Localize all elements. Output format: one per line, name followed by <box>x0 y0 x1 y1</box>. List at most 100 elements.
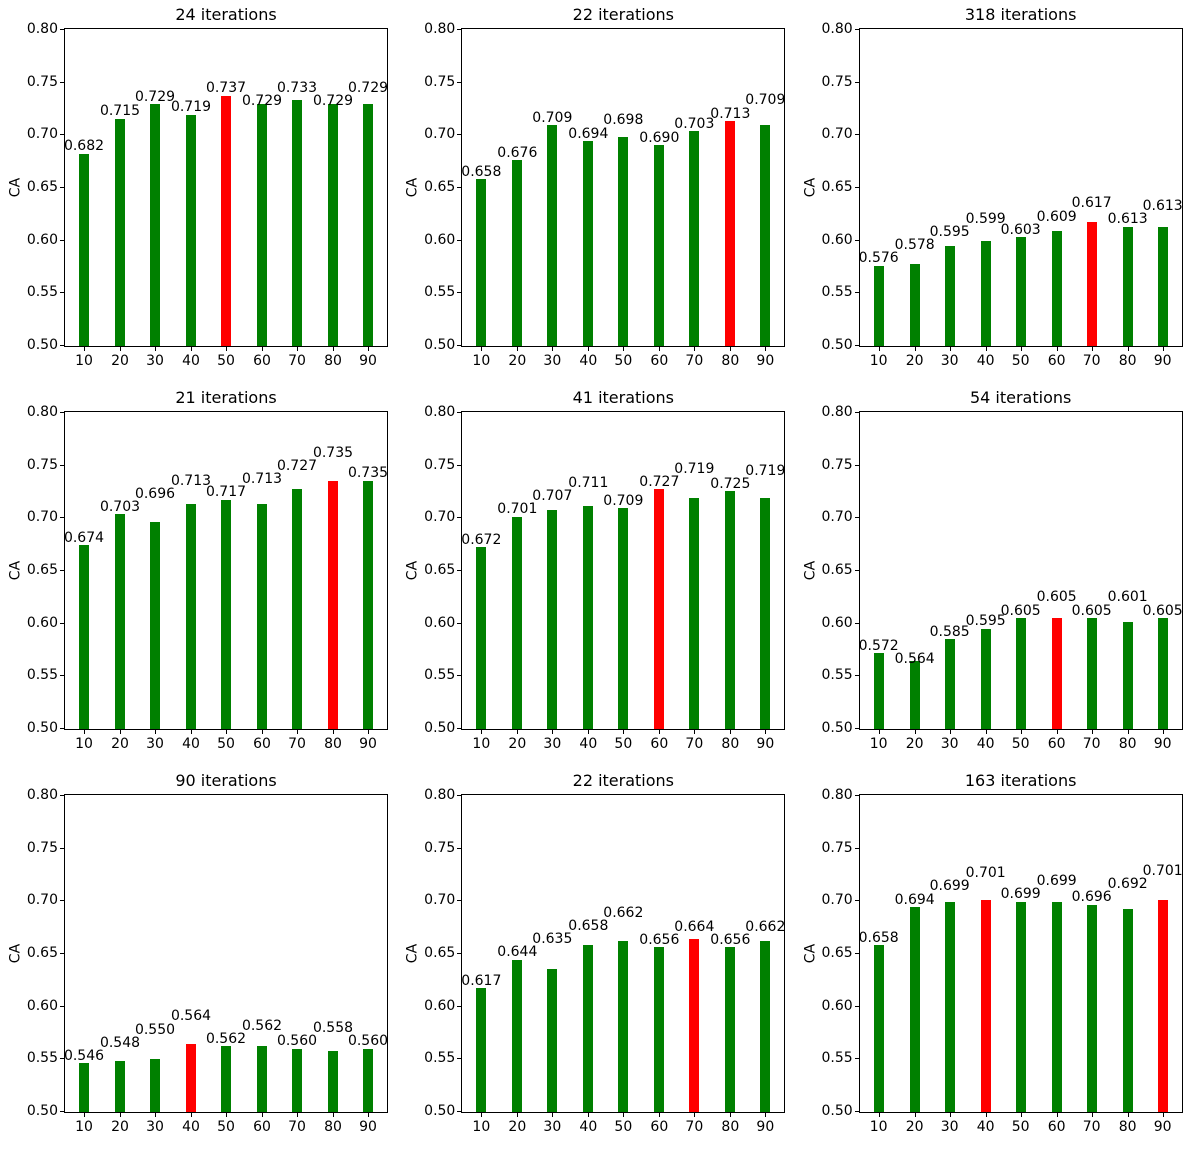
x-tick-label: 10 <box>75 736 93 752</box>
y-tick-mark <box>60 728 64 729</box>
x-tick-label: 50 <box>1011 736 1030 752</box>
bar-value-label: 0.709 <box>745 92 786 108</box>
y-tick-mark <box>457 292 462 293</box>
x-tick-mark <box>1127 347 1129 351</box>
x-tick-mark <box>1127 730 1129 734</box>
bar <box>980 629 991 729</box>
x-tick-mark <box>155 730 156 734</box>
x-tick-mark <box>878 730 880 734</box>
bar <box>328 1051 338 1112</box>
y-tick-mark <box>60 1058 64 1059</box>
x-tick-label: 30 <box>543 1119 562 1135</box>
chart-title: 90 iterations <box>175 771 277 790</box>
bar-value-label: 0.672 <box>461 532 502 548</box>
x-tick-label: 40 <box>976 1119 995 1135</box>
y-tick-label: 0.60 <box>26 998 58 1014</box>
bar-value-label: 0.564 <box>894 651 935 667</box>
x-tick-mark <box>552 730 554 734</box>
x-tick-mark <box>623 347 625 351</box>
bar-value-label: 0.699 <box>1036 873 1077 889</box>
y-tick-label: 0.50 <box>821 720 853 736</box>
y-tick-mark <box>854 412 859 413</box>
bar <box>1157 227 1168 346</box>
x-tick-mark <box>1091 730 1093 734</box>
y-tick-label: 0.50 <box>26 1103 58 1119</box>
x-tick-mark <box>1020 347 1022 351</box>
y-tick-mark <box>854 240 859 241</box>
x-tick-label: 90 <box>359 353 377 369</box>
bar <box>1086 905 1097 1112</box>
y-tick-label: 0.75 <box>424 840 456 856</box>
x-tick-mark <box>730 730 732 734</box>
x-tick-mark <box>1127 1113 1129 1117</box>
x-tick-mark <box>1091 1113 1093 1117</box>
bar <box>618 508 629 729</box>
x-tick-mark <box>1162 347 1164 351</box>
y-tick-mark <box>60 187 64 188</box>
y-tick-label: 0.55 <box>424 1050 456 1066</box>
chart-cell: 24 iterations CA 0.682 0.715 0.729 0.719 0.7… <box>0 0 397 383</box>
bar <box>476 988 487 1112</box>
bar <box>512 160 523 346</box>
bar-value-label: 0.617 <box>1071 195 1112 211</box>
y-tick-mark <box>60 134 64 135</box>
bar-value-label: 0.546 <box>63 1048 105 1064</box>
bar <box>1122 909 1133 1112</box>
x-tick-label: 70 <box>685 1119 704 1135</box>
y-tick-mark <box>854 517 859 518</box>
bar-value-label: 0.694 <box>894 892 935 908</box>
x-tick-mark <box>878 1113 880 1117</box>
x-tick-label: 30 <box>940 736 959 752</box>
x-tick-mark <box>84 730 85 734</box>
bar <box>257 104 267 346</box>
bar <box>328 104 338 346</box>
y-tick-label: 0.65 <box>424 945 456 961</box>
x-tick-mark <box>914 1113 916 1117</box>
y-tick-mark <box>854 570 859 571</box>
x-tick-label: 90 <box>756 736 775 752</box>
x-tick-label: 90 <box>1153 1119 1172 1135</box>
y-tick-label: 0.75 <box>821 840 853 856</box>
y-tick-mark <box>854 134 859 135</box>
x-tick-mark <box>1162 730 1164 734</box>
bar-value-label: 0.696 <box>1071 889 1112 905</box>
y-tick-mark <box>457 465 462 466</box>
x-tick-label: 90 <box>359 1119 377 1135</box>
bar-value-label: 0.605 <box>1036 589 1077 605</box>
x-tick-label: 90 <box>1153 353 1172 369</box>
x-tick-mark <box>262 347 263 351</box>
chart-title: 22 iterations <box>572 771 675 790</box>
x-tick-label: 60 <box>1047 353 1066 369</box>
x-tick-label: 30 <box>146 353 164 369</box>
x-tick-mark <box>1020 1113 1022 1117</box>
x-tick-mark <box>985 1113 987 1117</box>
x-tick-mark <box>191 1113 192 1117</box>
bar-value-label: 0.576 <box>858 250 899 266</box>
y-tick-mark <box>854 345 859 346</box>
y-tick-mark <box>854 900 859 901</box>
y-tick-label: 0.80 <box>424 787 456 803</box>
y-tick-mark <box>854 187 859 188</box>
bar-value-label: 0.698 <box>603 112 644 128</box>
bar-value-label: 0.674 <box>63 530 105 546</box>
y-tick-label: 0.50 <box>26 720 58 736</box>
y-tick-label: 0.50 <box>424 337 456 353</box>
y-tick-label: 0.60 <box>26 615 58 631</box>
x-tick-label: 30 <box>940 1119 959 1135</box>
x-tick-label: 20 <box>111 1119 129 1135</box>
y-tick-label: 0.75 <box>424 74 456 90</box>
x-tick-mark <box>262 1113 263 1117</box>
x-tick-mark <box>659 1113 661 1117</box>
bar-value-label: 0.713 <box>710 106 751 122</box>
x-tick-label: 70 <box>288 736 306 752</box>
bar <box>909 264 920 346</box>
plot-area: 0.658 0.676 0.709 0.694 0.698 0.690 0.703 0.713… <box>461 28 785 347</box>
bar-value-label: 0.701 <box>1142 863 1183 879</box>
x-tick-label: 60 <box>253 1119 271 1135</box>
bar-value-label: 0.735 <box>347 465 389 481</box>
x-tick-mark <box>297 1113 298 1117</box>
bar-value-label: 0.729 <box>241 93 283 109</box>
bar <box>547 969 558 1112</box>
x-tick-label: 10 <box>75 353 93 369</box>
y-tick-label: 0.80 <box>26 787 58 803</box>
